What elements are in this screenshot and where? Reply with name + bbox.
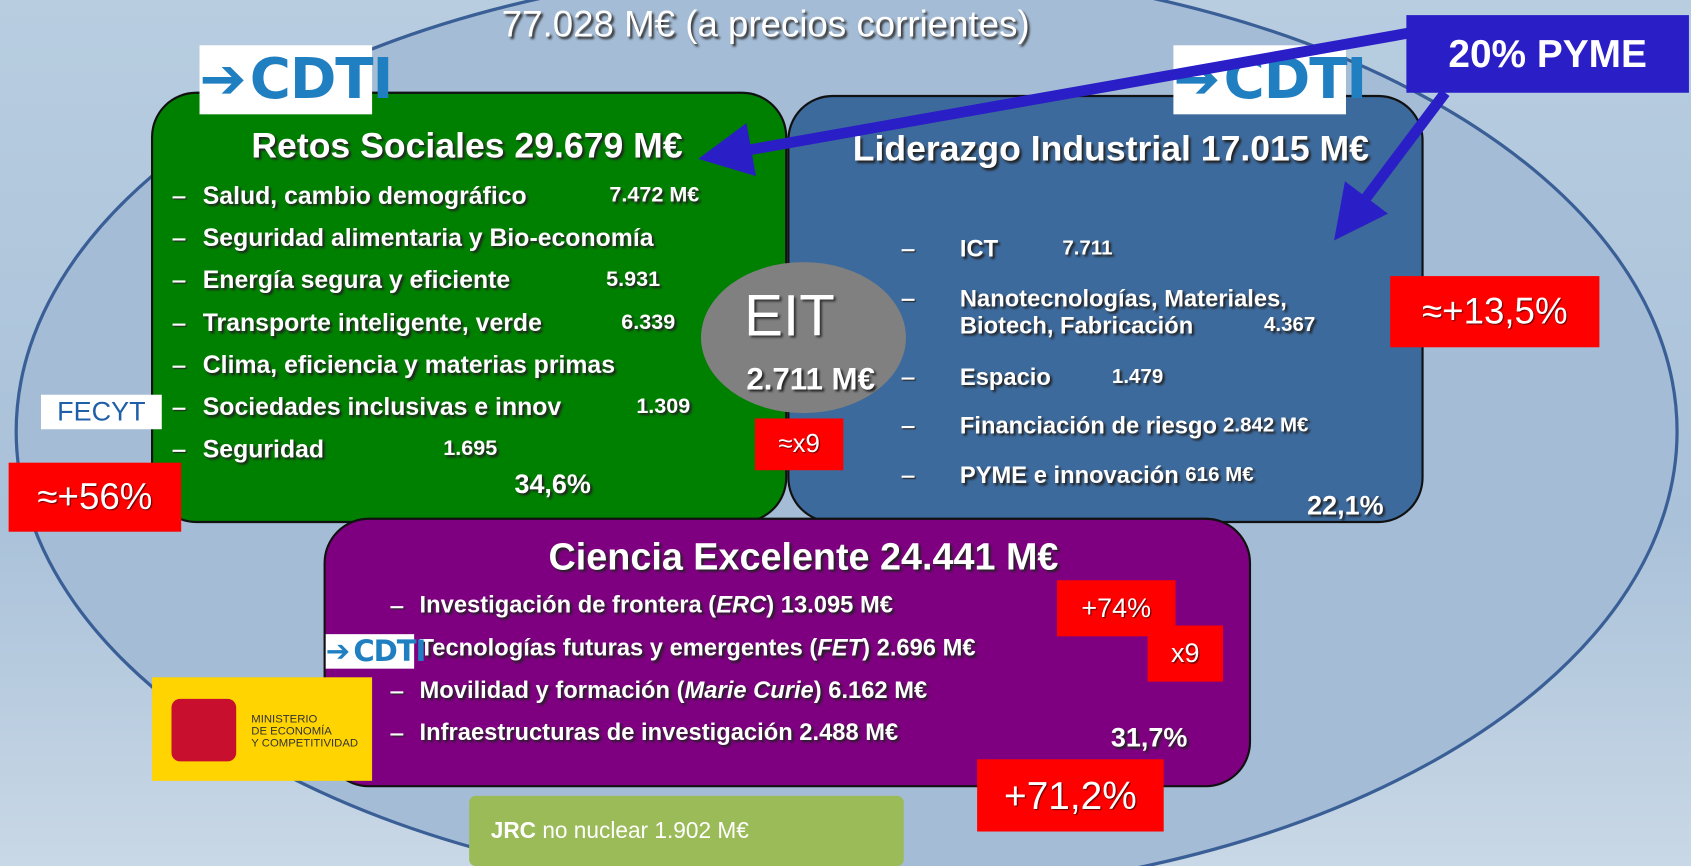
cdti-logo: ➔ CDTI — [199, 45, 393, 115]
item-value: 6.339 — [621, 310, 676, 334]
item-label: Transporte inteligente, verde — [202, 308, 542, 337]
item-label: Energía segura y eficiente — [202, 265, 511, 294]
bullet — [390, 691, 404, 694]
item-value: 7.711 — [1062, 237, 1113, 260]
share: 22,1% — [1307, 490, 1384, 521]
eit-value: 2.711 M€ — [746, 362, 876, 397]
ministerio-logo: MINISTERIO DE ECONOMÍA Y COMPETITIVIDAD — [152, 677, 373, 781]
box-title: Ciencia Excelente 24.441 M€ — [548, 536, 1059, 579]
ciencia-item: Infraestructuras de investigación 2.488 … — [420, 718, 899, 746]
share: 34,6% — [514, 469, 591, 500]
ministerio-line: DE ECONOMÍA — [251, 724, 332, 738]
item-label: Espacio — [959, 363, 1051, 391]
item-value: 2.842 M€ — [1223, 414, 1309, 437]
ciencia-item: Tecnologías futuras y emergentes (FET) 2… — [420, 634, 976, 662]
bullet — [172, 280, 186, 283]
item-label: Clima, eficiencia y materias primas — [202, 350, 616, 379]
bullet — [172, 238, 186, 241]
bullet — [390, 733, 404, 736]
eit-title: EIT — [744, 283, 835, 349]
item-italic: FET — [817, 634, 863, 662]
growth-badge: +71,2% — [977, 759, 1164, 832]
item-label: Financiación de riesgo — [959, 411, 1217, 439]
growth-badge: ≈+56% — [8, 462, 182, 532]
item-value: 616 M€ — [1185, 463, 1254, 487]
item-text: Investigación de frontera ( — [419, 591, 717, 618]
growth-badge: x9 — [1147, 625, 1224, 682]
item-value: 1.479 — [1111, 365, 1164, 389]
item-label: ICT — [959, 235, 999, 263]
ministerio-text: MINISTERIO DE ECONOMÍA Y COMPETITIVIDAD — [251, 712, 359, 750]
item-value: 5.931 — [606, 267, 661, 292]
item-value: 7.472 M€ — [609, 183, 700, 208]
eit-ellipse — [701, 262, 906, 414]
item-text: ) 13.095 M€ — [766, 591, 893, 618]
item-label: Sociedades inclusivas e innov — [202, 392, 562, 421]
item-value: 1.695 — [443, 436, 498, 461]
cdti-text: CDTI — [353, 634, 426, 669]
item-italic: Marie Curie — [684, 676, 814, 704]
item-text: Movilidad y formación ( — [419, 676, 685, 704]
item-label: Salud, cambio demográfico — [202, 181, 527, 210]
jrc-box: JRC no nuclear 1.902 M€ — [469, 795, 904, 866]
jrc-text: no nuclear 1.902 M€ — [536, 818, 749, 844]
item-label: PYME e innovación — [959, 461, 1179, 489]
item-text: Infraestructuras de investigación 2.488 … — [419, 718, 899, 746]
bullet — [172, 323, 186, 326]
item-label: Biotech, Fabricación — [959, 311, 1194, 339]
bullet — [901, 377, 915, 380]
jrc-bold: JRC — [490, 818, 537, 844]
item-text: ) 2.696 M€ — [862, 634, 976, 662]
ministerio-line: MINISTERIO — [251, 712, 318, 726]
bullet — [172, 196, 186, 199]
item-value: 4.367 — [1264, 313, 1316, 337]
header-title: 77.028 M€ (a precios corrientes) — [501, 4, 1030, 46]
item-text: ) 6.162 M€ — [813, 676, 928, 704]
fecyt-logo: FECYT — [40, 394, 162, 430]
bullet — [901, 249, 915, 252]
retos-box — [150, 91, 788, 524]
bullet — [901, 298, 915, 301]
ciencia-item: Investigación de frontera (ERC) 13.095 M… — [420, 591, 893, 619]
item-label: Seguridad alimentaria y Bio-economía — [202, 223, 654, 252]
item-value: 1.309 — [636, 394, 691, 419]
bullet — [172, 365, 186, 368]
pyme-badge: 20% PYME — [1406, 15, 1689, 93]
bullet — [901, 426, 915, 429]
cdti-logo: ➔ CDTI — [1173, 45, 1367, 115]
ciencia-item: Movilidad y formación (Marie Curie) 6.16… — [420, 676, 928, 704]
box-title: Retos Sociales 29.679 M€ — [251, 125, 683, 166]
cdti-text: CDTI — [249, 47, 394, 113]
coat-of-arms — [171, 698, 237, 762]
bullet — [172, 449, 186, 453]
share: 31,7% — [1110, 722, 1188, 753]
box-title: Liderazgo Industrial 17.015 M€ — [852, 128, 1369, 169]
cdti-logo: ➔ CDTI — [325, 634, 426, 669]
item-italic: ERC — [716, 591, 767, 618]
growth-badge: ≈+13,5% — [1390, 276, 1600, 348]
item-label: Seguridad — [202, 434, 325, 463]
bullet — [172, 407, 186, 410]
ministerio-line: Y COMPETITIVIDAD — [251, 736, 359, 750]
item-label: Nanotecnologías, Materiales, — [959, 284, 1287, 312]
bullet — [901, 475, 915, 478]
item-text: Tecnologías futuras y emergentes ( — [419, 634, 818, 662]
growth-badge: ≈x9 — [754, 418, 844, 471]
ciencia-box — [323, 517, 1252, 788]
bullet — [390, 606, 404, 609]
cdti-text: CDTI — [1223, 47, 1368, 113]
